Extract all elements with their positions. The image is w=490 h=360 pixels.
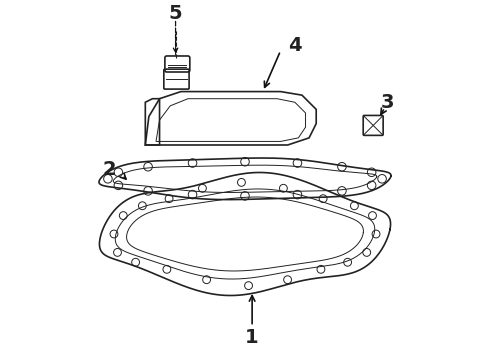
- Text: 3: 3: [381, 93, 394, 112]
- Text: 1: 1: [245, 328, 259, 347]
- Text: 5: 5: [169, 4, 182, 23]
- Text: 2: 2: [103, 161, 117, 179]
- Text: 4: 4: [288, 36, 302, 55]
